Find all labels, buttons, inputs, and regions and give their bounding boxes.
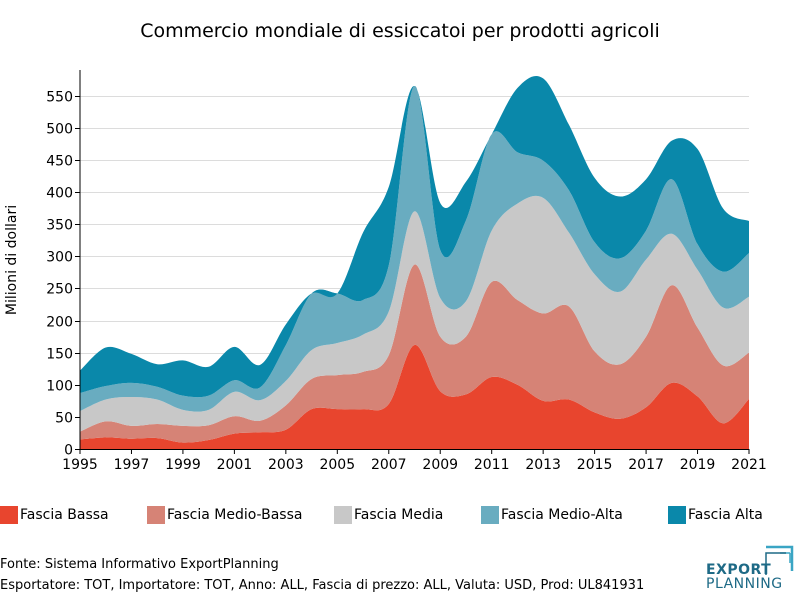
logo-text-export: EXPORT [706,562,772,578]
legend-item-fascia-media: Fascia Media [334,504,443,526]
logo-bracket-icon [765,545,794,575]
x-tick-label: 2007 [371,457,407,473]
x-ticks: 1995 1997 1999 2001 2003 2005 2007 2009 2011 2013… [62,449,767,473]
area-fascia-bassa [80,344,749,449]
x-tick-label: 1995 [62,457,98,473]
y-tick-label: 50 [55,411,73,427]
footer-details: Esportatore: TOT, Importatore: TOT, Anno… [0,578,645,593]
x-tick-label: 2015 [577,457,613,473]
area-fascia-media [80,195,749,432]
x-tick-label: 2017 [628,457,664,473]
x-tick-label: 1997 [114,457,150,473]
x-tick-label: 1999 [165,457,201,473]
legend-label: Fascia Media [354,507,444,523]
legend-swatch [481,506,499,524]
legend-label: Fascia Medio-Alta [501,507,623,523]
legend-swatch [334,506,352,524]
area-fascia-medio-alta [80,86,749,412]
chart-title: Commercio mondiale di essiccatoi per pro… [140,20,660,42]
legend-item-fascia-medio-alta: Fascia Medio-Alta [481,504,623,526]
x-tick-label: 2003 [268,457,304,473]
y-tick-label: 100 [46,379,73,395]
x-tick-label: 2021 [731,457,767,473]
y-tick-label: 150 [46,347,73,363]
y-tick-label: 0 [64,443,73,459]
y-tick-label: 350 [46,218,73,234]
stacked-areas [80,75,749,449]
legend-label: Fascia Bassa [20,507,109,523]
legend-label: Fascia Alta [688,507,763,523]
y-ticks: 0 50 100 150 200 250 300 350 400 450 500 550 [46,90,80,459]
y-tick-label: 250 [46,282,73,298]
legend-swatch [668,506,686,524]
y-tick-label: 300 [46,250,73,266]
x-tick-label: 2001 [217,457,253,473]
y-tick-label: 450 [46,154,73,170]
exportplanning-logo: EXPORT PLANNING [704,545,796,593]
logo-text-planning: PLANNING [706,576,783,592]
legend-item-fascia-alta: Fascia Alta [668,504,763,526]
y-tick-label: 400 [46,186,73,202]
y-tick-label: 500 [46,122,73,138]
legend-item-fascia-bassa: Fascia Bassa [0,504,109,526]
y-axis-label: Milioni di dollari [4,205,20,315]
legend-swatch [147,506,165,524]
y-tick-label: 200 [46,315,73,331]
y-tick-label: 550 [46,90,73,106]
area-fascia-medio-bassa [80,264,749,443]
legend: Fascia Bassa Fascia Medio-Bassa Fascia M… [0,504,800,528]
x-tick-label: 2013 [525,457,561,473]
legend-label: Fascia Medio-Bassa [167,507,303,523]
x-tick-label: 2019 [680,457,716,473]
x-tick-label: 2009 [422,457,458,473]
x-tick-label: 2011 [474,457,510,473]
legend-swatch [0,506,18,524]
footer-source: Fonte: Sistema Informativo ExportPlannin… [0,557,279,572]
x-tick-label: 2005 [319,457,355,473]
legend-item-fascia-medio-bassa: Fascia Medio-Bassa [147,504,302,526]
area-fascia-alta [80,75,749,398]
